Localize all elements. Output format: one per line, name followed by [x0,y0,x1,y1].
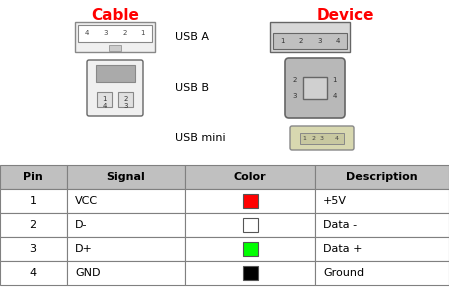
Bar [185,261,315,285]
Text: USB A: USB A [175,32,209,42]
Text: D+: D+ [75,244,93,254]
Text: 3: 3 [317,38,321,44]
Text: 3: 3 [320,135,324,141]
Bar [67,237,185,261]
Text: +5V: +5V [323,196,347,206]
Text: Cable: Cable [91,8,139,23]
Text: 4: 4 [335,38,340,44]
Bar [109,45,121,51]
Bar [185,237,315,261]
Text: 3: 3 [104,30,108,36]
FancyBboxPatch shape [290,126,354,150]
Bar [75,22,155,52]
FancyBboxPatch shape [87,60,143,116]
Bar [185,165,315,189]
Bar [185,189,315,213]
Bar [315,213,449,237]
Bar [242,218,257,232]
Bar [67,165,185,189]
Bar [242,266,257,280]
Text: USB B: USB B [175,83,209,93]
Bar [242,242,257,256]
Text: 2: 2 [293,77,297,83]
Text: 3: 3 [293,93,297,99]
Bar [300,133,343,144]
Text: Data +: Data + [323,244,362,254]
Bar [185,213,315,237]
Text: 4: 4 [335,135,339,141]
Bar [67,189,185,213]
Text: Ground: Ground [323,268,364,278]
Text: 1: 1 [303,135,307,141]
Text: 3: 3 [30,244,36,254]
Text: 2: 2 [311,135,315,141]
Bar [0,261,67,285]
Text: Device: Device [316,8,374,23]
Bar [67,261,185,285]
Text: Color: Color [233,172,266,182]
Text: GND: GND [75,268,101,278]
Bar [315,165,449,189]
Text: D-: D- [75,220,88,230]
Bar [118,92,133,107]
Text: 4: 4 [102,103,107,109]
Text: Signal: Signal [106,172,145,182]
Bar [270,22,350,52]
Bar [0,189,67,213]
Bar [67,213,185,237]
Text: 1: 1 [333,77,337,83]
Text: Pin: Pin [23,172,43,182]
Text: 3: 3 [123,103,128,109]
Text: Data -: Data - [323,220,357,230]
Text: 4: 4 [30,268,36,278]
Text: 2: 2 [299,38,303,44]
Bar [242,194,257,208]
Text: 4: 4 [85,30,89,36]
Bar [315,189,449,213]
Text: 1: 1 [141,30,145,36]
Text: 2: 2 [30,220,36,230]
Bar [97,92,112,107]
Text: Description: Description [346,172,418,182]
Text: 4: 4 [333,93,337,99]
Text: 2: 2 [122,30,127,36]
Bar [0,213,67,237]
Text: 1: 1 [102,96,107,102]
Text: USB mini: USB mini [175,133,226,143]
Text: 2: 2 [123,96,128,102]
Bar [96,65,135,82]
Bar [78,25,152,42]
Bar [315,237,449,261]
Text: 1: 1 [280,38,285,44]
Bar [0,237,67,261]
Bar [315,261,449,285]
Text: VCC: VCC [75,196,98,206]
Text: 1: 1 [30,196,36,206]
FancyBboxPatch shape [285,58,345,118]
Bar [0,165,67,189]
Bar [273,32,347,49]
Bar [304,77,327,99]
